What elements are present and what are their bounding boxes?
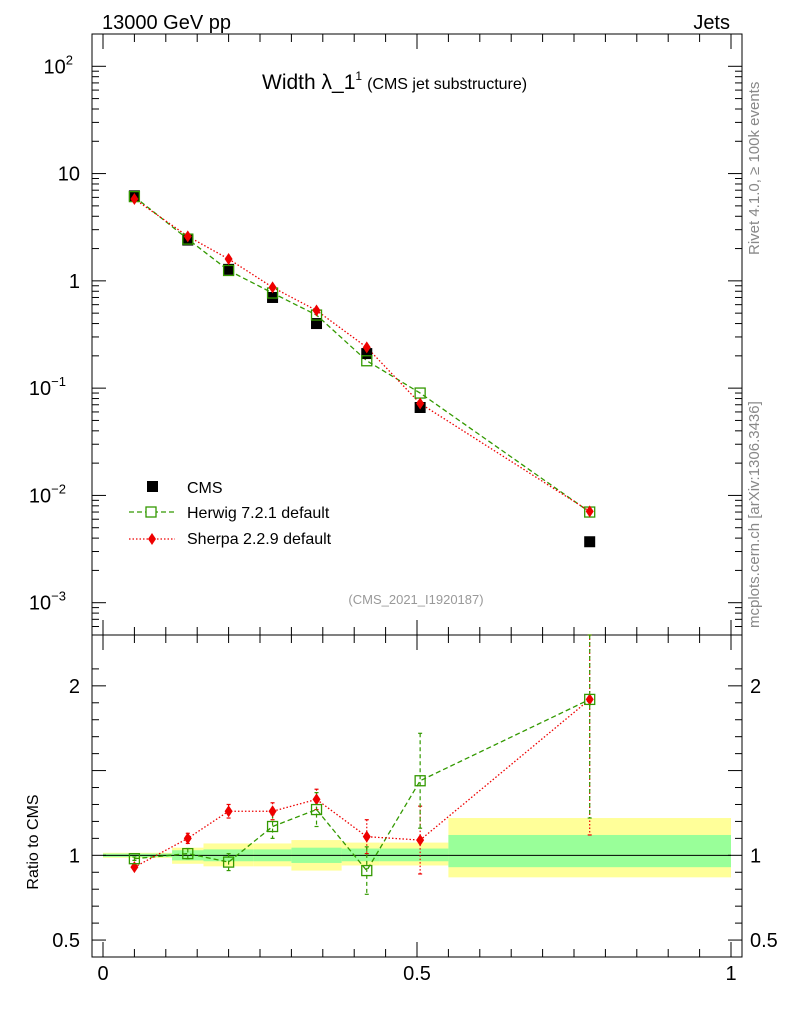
cms-point-2 <box>223 263 235 275</box>
cms-point-4 <box>311 318 323 330</box>
band-green-7 <box>448 834 731 868</box>
herwig-ratio-line <box>134 698 590 872</box>
ytick-label-main-3: 10−1 <box>29 374 66 400</box>
xtick-label-0: 0 <box>97 963 108 985</box>
sherpa-ratio-point-3 <box>268 805 277 818</box>
cms-point-7 <box>584 536 596 548</box>
sherpa-point-7 <box>585 505 594 518</box>
legend-sherpa-marker <box>148 533 156 545</box>
herwig-ratio-point-3 <box>266 820 279 833</box>
ytick-label-main-2: 1 <box>69 271 80 293</box>
sherpa-ratio-point-2 <box>224 805 233 818</box>
sherpa-ratio-point-7 <box>585 693 594 706</box>
sherpa-ratio-line <box>134 698 591 868</box>
rivet-label: Rivet 4.1.0, ≥ 100k events <box>746 82 763 255</box>
sherpa-ratio-point-1 <box>183 832 192 845</box>
xtick-label-1: 0.5 <box>403 963 431 985</box>
herwig-ratio-point-6 <box>414 775 426 787</box>
legend-cms-marker <box>147 481 158 492</box>
herwig-main-line <box>133 196 591 513</box>
sherpa-point-6 <box>416 397 425 410</box>
herwig-point-5 <box>361 355 373 367</box>
chart-subtitle: (CMS jet substructure) <box>367 76 527 93</box>
header-right: Jets <box>693 12 730 34</box>
sherpa-point-0 <box>130 192 139 205</box>
herwig-point-2 <box>222 264 235 277</box>
ytick-label-main-5: 10−3 <box>29 589 66 615</box>
sherpa-point-5 <box>362 341 371 354</box>
ytick-label-ratio-right-2: 0.5 <box>750 930 778 952</box>
sherpa-main-line <box>134 198 591 512</box>
sherpa-ratio-point-0 <box>130 861 139 874</box>
mcplots-label: mcplots.cern.ch [arXiv:1306.3436] <box>746 401 763 628</box>
sherpa-point-3 <box>268 281 277 294</box>
herwig-ratio-point-7 <box>584 693 596 706</box>
sherpa-ratio-point-4 <box>312 793 321 806</box>
sherpa-ratio-point-6 <box>416 834 425 847</box>
legend-herwig-marker <box>145 506 157 518</box>
ytick-label-ratio-left-2: 0.5 <box>52 930 80 952</box>
sherpa-point-2 <box>224 252 233 265</box>
chart-title: Width λ_11 (CMS jet substructure) <box>262 69 527 94</box>
legend-cms-label: CMS <box>187 480 223 497</box>
ytick-label-ratio-right-0: 2 <box>750 676 761 698</box>
ratio-ylabel: Ratio to CMS <box>25 794 42 889</box>
sherpa-point-4 <box>312 304 321 317</box>
herwig-ratio-point-2 <box>222 856 235 868</box>
ytick-label-ratio-left-1: 1 <box>69 845 80 867</box>
axes: 102 10 1 10−1 10−2 10−3 2 2 1 1 0.5 0.5 0 0.5 1 <box>29 33 778 985</box>
header-left: 13000 GeV pp <box>102 12 231 34</box>
ratio-bands <box>103 818 731 878</box>
sherpa-point-1 <box>183 230 192 243</box>
legend-sherpa-label: Sherpa 2.2.9 default <box>187 531 332 548</box>
cms-point-5 <box>361 348 373 360</box>
herwig-ratio-point-1 <box>182 847 194 860</box>
ytick-label-main-0: 102 <box>44 52 73 78</box>
sherpa-ratio-point-5 <box>362 830 371 843</box>
analysis-tag: (CMS_2021_I1920187) <box>348 592 483 607</box>
herwig-ratio-point-0 <box>128 853 141 865</box>
legend: CMS Herwig 7.2.1 default Sherpa 2.2.9 de… <box>129 480 332 548</box>
chart-title-sup: 1 <box>355 69 362 83</box>
legend-herwig-label: Herwig 7.2.1 default <box>187 505 330 522</box>
ytick-label-main-4: 10−2 <box>29 481 66 507</box>
ytick-label-main-1: 10 <box>58 164 80 186</box>
herwig-ratio-point-5 <box>361 864 373 877</box>
herwig-ratio-point-4 <box>310 803 323 816</box>
ytick-label-ratio-right-1: 1 <box>750 845 761 867</box>
series-layer <box>128 190 596 895</box>
chart-title-main: Width λ_1 <box>262 71 355 94</box>
xtick-label-2: 1 <box>725 963 736 985</box>
ratio-frame <box>91 634 743 958</box>
ytick-label-ratio-left-0: 2 <box>69 676 80 698</box>
